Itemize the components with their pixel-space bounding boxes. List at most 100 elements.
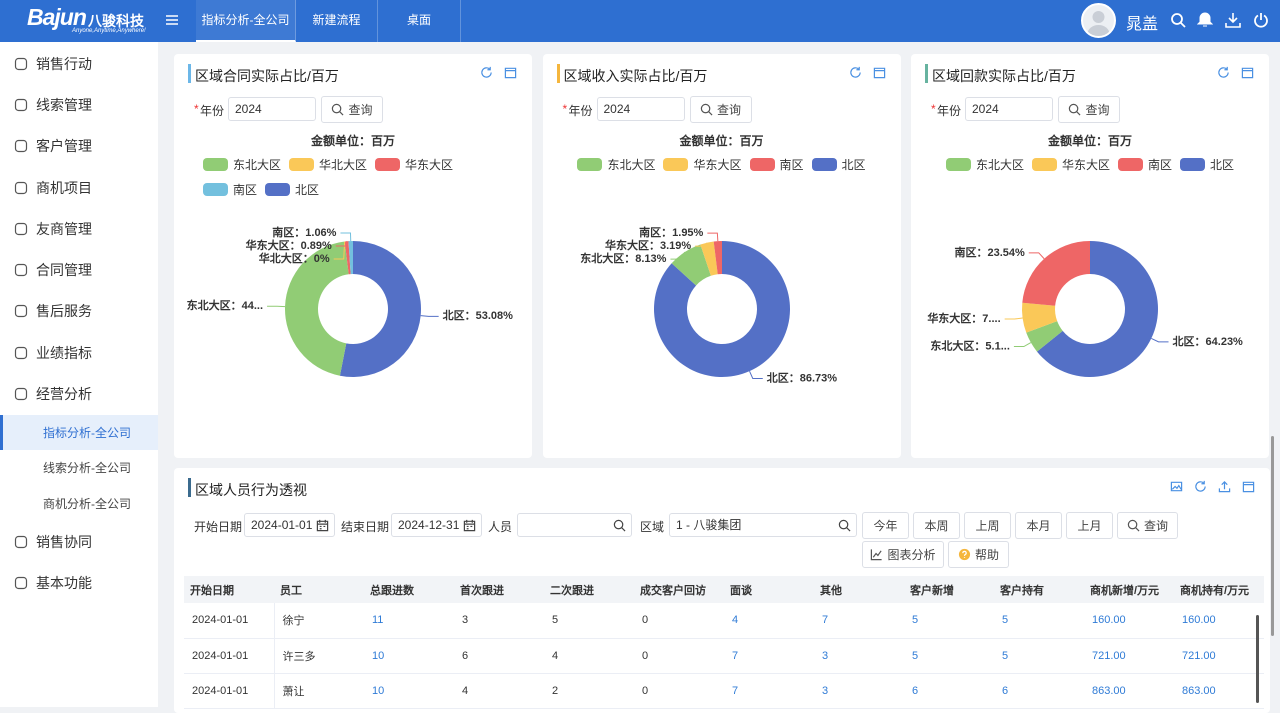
legend-items: 东北大区华北大区华东大区南区北区 [203,156,503,198]
legend-item[interactable]: 东北大区 [946,156,1024,173]
menu-toggle[interactable] [165,13,179,27]
bell-icon[interactable] [1197,12,1213,28]
filter-input[interactable] [517,513,632,537]
menu-item[interactable]: 销售协同 [0,521,158,562]
user-name[interactable]: 晁盖 [1126,10,1158,34]
filter-button[interactable]: 图表分析 [862,541,944,568]
nav-tab[interactable]: 指标分析-全公司 [196,0,296,42]
legend-item[interactable]: 东北大区 [577,156,655,173]
image-icon[interactable] [1170,480,1183,493]
table-cell[interactable]: 10 [364,673,454,708]
menu-item[interactable]: 友商管理 [0,208,158,249]
table-cell: 2 [544,673,634,708]
menu-item[interactable]: 合同管理 [0,249,158,290]
menu-item[interactable]: 基本功能 [0,562,158,603]
window-icon[interactable] [1242,480,1255,493]
table-cell[interactable]: 3 [814,673,904,708]
filter-button[interactable]: 本周 [913,512,960,539]
legend-item[interactable]: 南区 [203,181,257,198]
refresh-icon[interactable] [1217,66,1230,79]
year-input[interactable]: 2024 [597,97,685,121]
filter-button[interactable]: 上周 [964,512,1011,539]
table-cell: 5 [544,603,634,638]
window-icon[interactable] [873,66,886,79]
menu-item[interactable]: 线索管理 [0,84,158,125]
refresh-icon[interactable] [1194,480,1207,493]
menu-item[interactable]: 售后服务 [0,291,158,332]
table-cell[interactable]: 7 [724,638,814,673]
menu-item[interactable]: 业绩指标 [0,332,158,373]
table-cell[interactable]: 7 [814,603,904,638]
refresh-icon[interactable] [480,66,493,79]
menu-label: 基本功能 [36,573,92,593]
filter-button[interactable]: 今年 [862,512,909,539]
table-cell[interactable]: 863.00 [1084,673,1174,708]
nav-tab[interactable]: 桌面 [378,0,461,42]
table-cell[interactable]: 5 [904,603,994,638]
refresh-icon[interactable] [849,66,862,79]
submenu-item[interactable]: 商机分析-全公司 [0,486,158,522]
table-cell[interactable]: 160.00 [1084,603,1174,638]
filter-button[interactable]: 帮助 [948,541,1009,568]
legend-item[interactable]: 北区 [265,181,319,198]
submenu-item[interactable]: 线索分析-全公司 [0,450,158,486]
legend-item[interactable]: 华东大区 [663,156,741,173]
table-cell[interactable]: 6 [994,673,1084,708]
menu-item[interactable]: 客户管理 [0,126,158,167]
upload-icon[interactable] [1218,480,1231,493]
table-cell[interactable]: 5 [994,603,1084,638]
filter-button[interactable]: 上月 [1066,512,1113,539]
nav-tab[interactable]: 新建流程 [296,0,378,42]
legend-item[interactable]: 东北大区 [203,156,281,173]
avatar[interactable] [1081,3,1116,38]
legend-item[interactable]: 北区 [1180,156,1234,173]
download-icon[interactable] [1225,12,1241,28]
menu-item[interactable]: 经营分析 [0,373,158,414]
table-cell[interactable]: 6 [904,673,994,708]
filter-input[interactable]: 1 - 八骏集团 [669,513,857,537]
legend-item[interactable]: 南区 [750,156,804,173]
table-cell[interactable]: 10 [364,638,454,673]
query-button[interactable]: 查询 [690,96,752,123]
submenu-item[interactable]: 指标分析-全公司 [0,415,158,451]
table-cell[interactable]: 11 [364,603,454,638]
power-icon[interactable] [1253,12,1269,28]
cal-icon [316,519,329,532]
window-icon[interactable] [504,66,517,79]
table-cell[interactable]: 160.00 [1174,603,1264,638]
table-cell[interactable]: 721.00 [1174,638,1264,673]
menu-item[interactable]: 销售行动 [0,43,158,84]
legend-item[interactable]: 南区 [1118,156,1172,173]
window-icon[interactable] [1241,66,1254,79]
table-cell[interactable]: 721.00 [1084,638,1174,673]
search-icon[interactable] [1170,12,1186,28]
filter-button[interactable]: 本月 [1015,512,1062,539]
query-button[interactable]: 查询 [321,96,383,123]
query-button[interactable]: 查询 [1058,96,1120,123]
menu-item[interactable]: 商机项目 [0,167,158,208]
leader-line [421,316,439,317]
legend-item[interactable]: 华东大区 [375,156,453,173]
table-cell[interactable]: 4 [724,603,814,638]
filter-input[interactable]: 2024-12-31 [391,513,482,537]
legend-item[interactable]: 华东大区 [1032,156,1110,173]
table-cell[interactable]: 5 [994,638,1084,673]
year-input[interactable]: 2024 [228,97,316,121]
table-cell[interactable]: 7 [724,673,814,708]
filter-input[interactable]: 2024-01-01 [244,513,335,537]
table-cell[interactable]: 5 [904,638,994,673]
search-icon [331,103,344,116]
legend-label: 南区 [233,181,257,198]
legend-item[interactable]: 北区 [812,156,866,173]
filter-button[interactable]: 查询 [1117,512,1178,539]
legend-item[interactable]: 华北大区 [289,156,367,173]
table-cell[interactable]: 863.00 [1174,673,1264,708]
data-label: 北区：53.08% [443,308,514,322]
table-cell[interactable]: 3 [814,638,904,673]
year-input[interactable]: 2024 [965,97,1053,121]
icon-shape [1219,482,1229,492]
logo[interactable]: Bajun [27,4,86,31]
chart-subtitle: 金额单位：百万 [911,132,1269,149]
icon-shape [16,265,27,276]
